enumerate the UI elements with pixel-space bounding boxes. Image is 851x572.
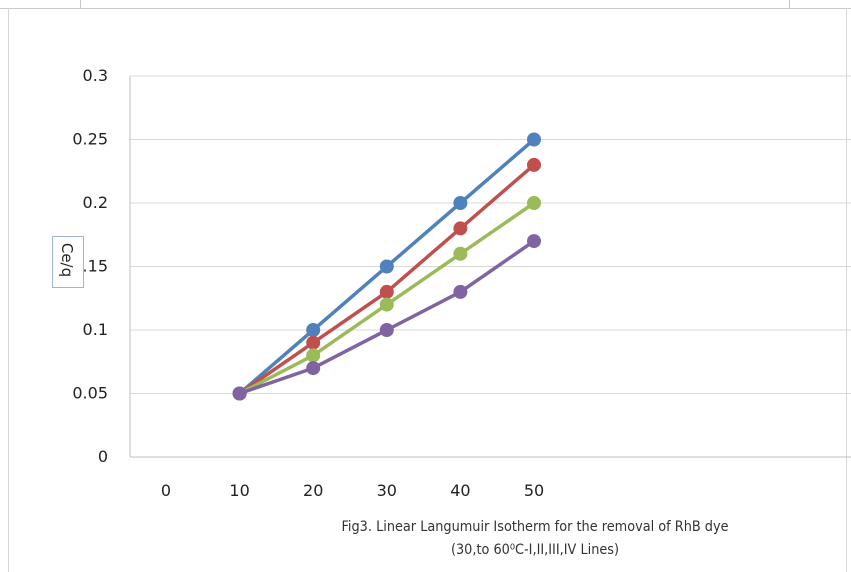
chart-axes	[129, 76, 851, 458]
y-tick-label: 0.2	[83, 193, 108, 212]
data-point	[453, 246, 468, 261]
y-tick-labels: 00.050.10.150.20.250.3	[72, 66, 108, 466]
data-point	[379, 259, 394, 274]
y-axis-label-box	[52, 236, 84, 288]
data-point	[232, 386, 247, 401]
y-tick-label: 0.1	[83, 320, 108, 339]
x-tick-label: 0	[161, 481, 171, 500]
x-tick-label: 30	[377, 481, 397, 500]
data-point	[527, 157, 541, 172]
series-4	[232, 234, 541, 401]
data-point	[379, 297, 394, 312]
series-3	[232, 196, 541, 401]
x-tick-label: 20	[303, 481, 323, 500]
data-point	[527, 196, 541, 210]
figure-caption-line2: (30,to 60⁰C-I,II,III,IV Lines)	[450, 542, 620, 558]
y-axis-label: Ce/q	[58, 242, 76, 278]
page-right-border	[846, 8, 847, 572]
y-tick-label: 0.25	[72, 130, 108, 149]
x-tick-label: 50	[524, 481, 544, 500]
figure-caption-line1: Fig3. Linear Langumuir Isotherm for the …	[341, 519, 729, 535]
x-tick-label: 40	[450, 481, 470, 500]
y-tick-label: 0.3	[83, 66, 108, 85]
x-tick-label: 10	[229, 481, 249, 500]
page-left-border	[8, 8, 9, 572]
data-point	[306, 335, 321, 350]
data-point	[527, 132, 541, 147]
data-point	[453, 196, 468, 210]
data-point	[379, 284, 394, 299]
x-tick-labels: 0 10 20 30 40 50	[161, 481, 544, 500]
previous-figure-frame	[80, 0, 790, 9]
series-line	[237, 163, 536, 396]
data-point	[306, 348, 321, 363]
data-point	[306, 361, 321, 376]
data-point	[453, 221, 468, 236]
series-2	[232, 157, 541, 401]
data-point	[453, 284, 468, 299]
data-point	[306, 323, 321, 337]
data-point	[527, 234, 541, 249]
chart-series	[232, 132, 541, 401]
y-tick-label: 0.05	[72, 384, 108, 403]
data-point	[379, 323, 394, 337]
chart-gridlines	[130, 75, 851, 394]
y-tick-label: 0	[98, 447, 108, 466]
